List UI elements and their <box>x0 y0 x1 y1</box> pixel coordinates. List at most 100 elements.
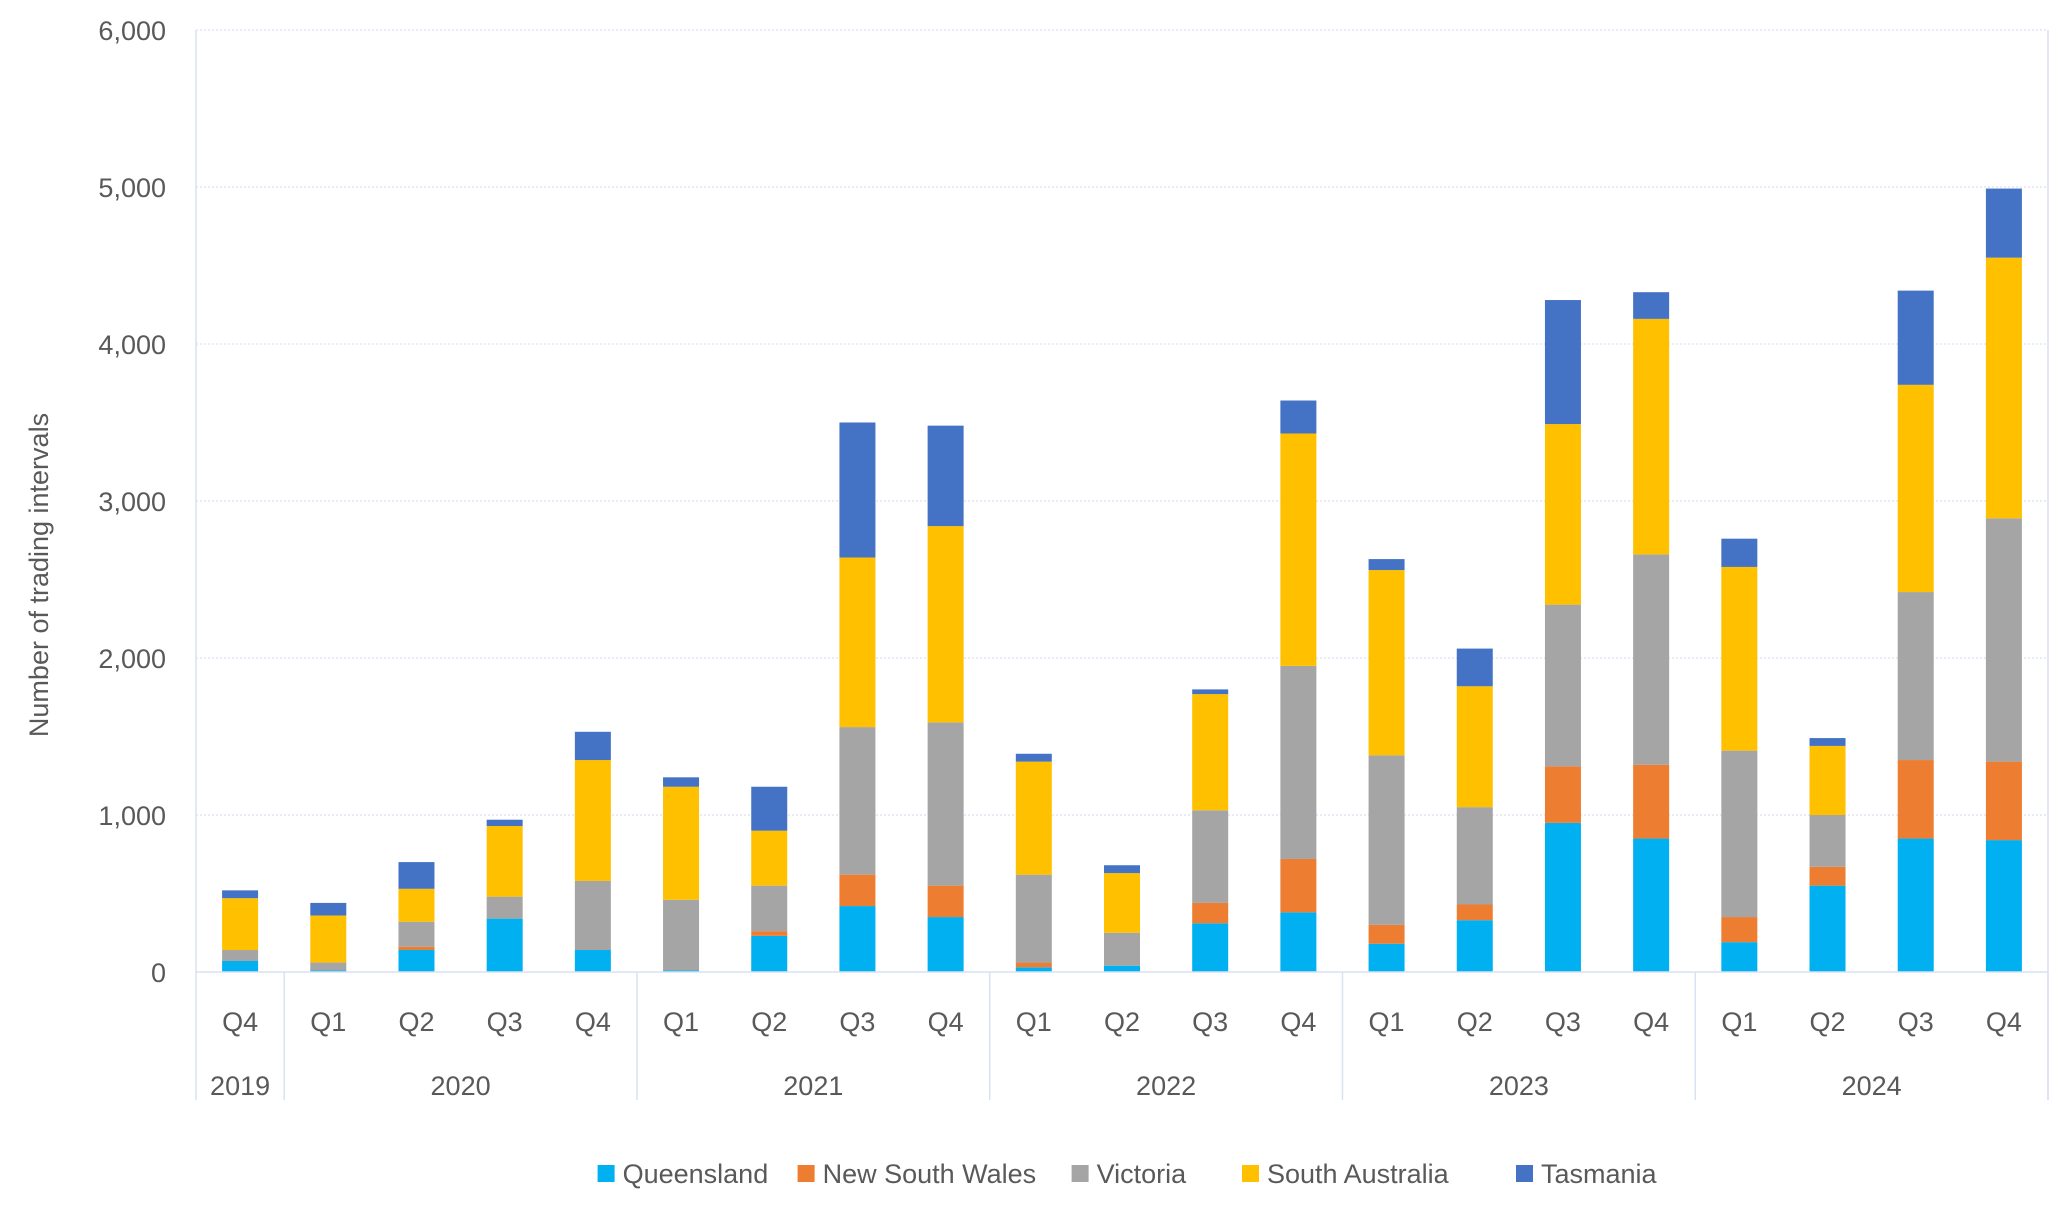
bar-segment <box>1280 665 1317 859</box>
bar-segment <box>1192 694 1229 811</box>
bar-segment <box>927 722 964 886</box>
bar-segment <box>751 935 788 972</box>
x-tick-label: Q4 <box>1986 1007 2022 1037</box>
legend-swatch <box>797 1165 815 1182</box>
legend-item: Queensland <box>597 1159 768 1189</box>
axes: 0 1,000 2,000 3,000 4,000 5,000 6,000 Q4 Q1 Q2 Q3 Q… <box>98 16 2049 1101</box>
bar-segment <box>1633 554 1670 765</box>
year-label: 2021 <box>783 1071 843 1101</box>
bar-segment <box>663 786 700 900</box>
x-tick-label: Q1 <box>663 1007 699 1037</box>
year-label: 2022 <box>1136 1071 1196 1101</box>
bar-segment <box>1456 648 1493 687</box>
bar-segment <box>398 888 435 922</box>
y-tick-label: 0 <box>151 958 166 988</box>
y-tick-label: 5,000 <box>98 173 166 203</box>
bar-segment <box>751 931 788 936</box>
bar-segment <box>1456 920 1493 972</box>
bar-segment <box>751 786 788 831</box>
bar-segment <box>486 896 523 919</box>
legend-swatch <box>597 1165 615 1182</box>
bar-segment <box>1809 866 1846 886</box>
bar-segment <box>310 902 347 916</box>
bar-segment <box>839 557 876 728</box>
bar-segment <box>1985 257 2022 519</box>
bar-segment <box>1192 810 1229 903</box>
bar-segment <box>1456 904 1493 921</box>
x-tick-label: Q4 <box>928 1007 964 1037</box>
bar-segment <box>486 819 523 826</box>
bar-segment <box>1809 745 1846 815</box>
x-tick-label: Q2 <box>1457 1007 1493 1037</box>
bar-segment <box>486 918 523 972</box>
y-tick-label: 4,000 <box>98 330 166 360</box>
bar-segment <box>839 727 876 875</box>
bar-segment <box>398 862 435 889</box>
bar-segment <box>1544 766 1581 823</box>
bar-segment <box>1721 917 1758 943</box>
bar-segment <box>1544 604 1581 767</box>
bar-segment <box>1809 738 1846 746</box>
legend-label: New South Wales <box>823 1159 1037 1189</box>
bar-segment <box>222 950 259 962</box>
bar-segment <box>1456 807 1493 905</box>
x-tick-label: Q4 <box>222 1007 258 1037</box>
year-label: 2024 <box>1842 1071 1902 1101</box>
bar-segment <box>1015 761 1052 875</box>
bar-segment <box>486 825 523 897</box>
x-tick-label: Q2 <box>398 1007 434 1037</box>
bar-segment <box>1721 566 1758 751</box>
bar-segment <box>751 885 788 932</box>
bar-segment <box>1985 518 2022 762</box>
bar-segment <box>1192 902 1229 924</box>
bar-segment <box>1897 760 1934 839</box>
x-tick-label: Q3 <box>1545 1007 1581 1037</box>
bar-segment <box>1985 840 2022 972</box>
y-tick-label: 1,000 <box>98 801 166 831</box>
bar-segment <box>1368 570 1405 756</box>
bar-segment <box>1633 292 1670 319</box>
bar-segment <box>310 915 347 963</box>
bar-segment <box>222 890 259 899</box>
bar-segment <box>1809 885 1846 972</box>
bar-segment <box>927 425 964 527</box>
x-tick-label: Q2 <box>1104 1007 1140 1037</box>
bar-segment <box>574 880 611 951</box>
bar-segment <box>1721 538 1758 567</box>
legend-label: Tasmania <box>1541 1159 1658 1189</box>
bar-segment <box>1104 865 1140 874</box>
bar-segment <box>927 526 964 723</box>
bar-segment <box>1633 318 1670 555</box>
legend: Queensland New South Wales Victoria South A… <box>597 1159 1658 1189</box>
bar-segment <box>1368 559 1405 571</box>
bar-segment <box>1721 750 1758 918</box>
x-tick-label: Q1 <box>310 1007 346 1037</box>
bar-segment <box>222 898 259 951</box>
bar-segment <box>574 760 611 881</box>
y-tick-label: 6,000 <box>98 16 166 46</box>
bar-segment <box>1280 858 1317 913</box>
y-tick-label: 2,000 <box>98 644 166 674</box>
bar-segment <box>310 970 347 972</box>
legend-item: Tasmania <box>1516 1159 1658 1189</box>
bar-segment <box>1809 815 1846 867</box>
bar-segment <box>1456 686 1493 808</box>
bar-segment <box>398 921 435 947</box>
legend-label: South Australia <box>1267 1159 1450 1189</box>
bar-segment <box>1104 873 1140 933</box>
legend-swatch <box>1516 1165 1533 1182</box>
bar-segment <box>1280 400 1317 434</box>
gridlines <box>196 29 2048 816</box>
bar-segment <box>1897 290 1934 385</box>
y-tick-label: 3,000 <box>98 487 166 517</box>
y-axis-label: Number of trading intervals <box>24 413 54 737</box>
legend-item: South Australia <box>1242 1159 1450 1189</box>
x-tick-label: Q1 <box>1369 1007 1405 1037</box>
bar-segment <box>663 899 700 971</box>
x-tick-label: Q3 <box>487 1007 523 1037</box>
bar-segment <box>1897 384 1934 593</box>
bar-segment <box>1633 838 1670 972</box>
legend-item: Victoria <box>1071 1159 1187 1189</box>
bar-segment <box>574 950 611 972</box>
